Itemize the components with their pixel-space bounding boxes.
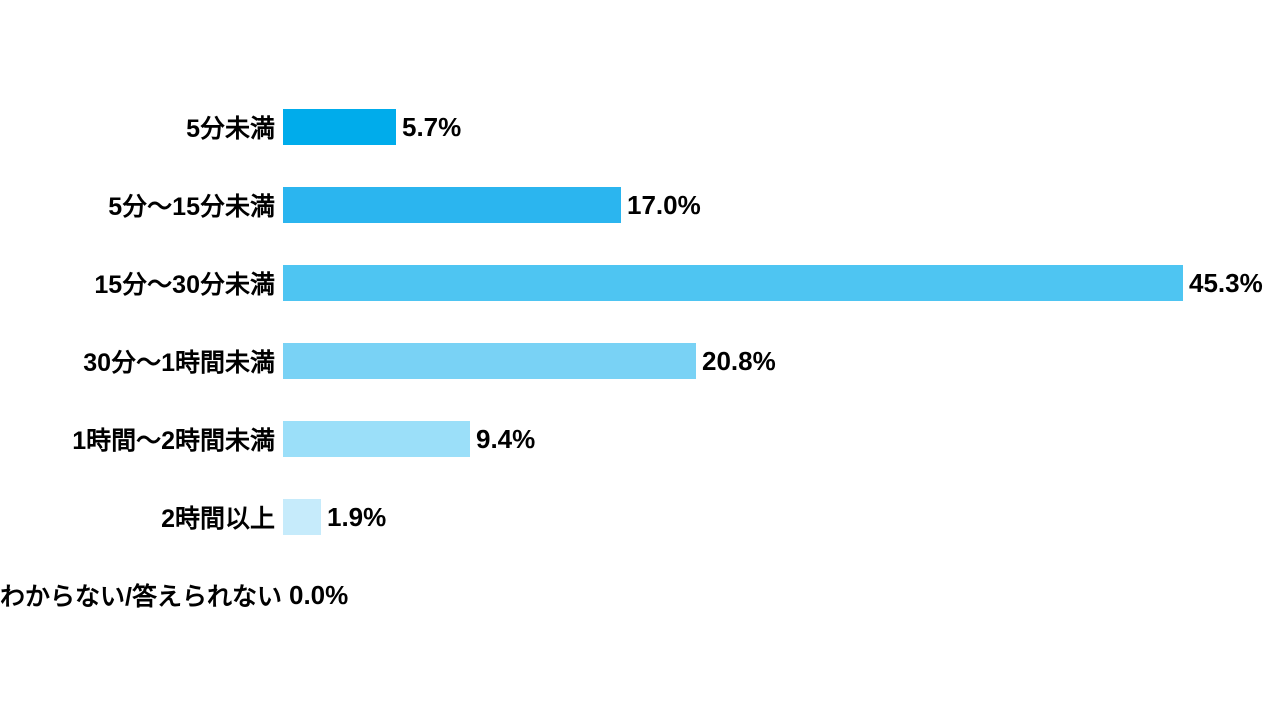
value-label: 45.3% [1189,267,1263,298]
chart-row: 2時間以上 1.9% [0,499,1280,535]
category-label: 15分〜30分未満 [94,271,275,299]
bar [283,343,696,379]
category-label: わからない/答えられない [0,583,282,611]
bar [283,265,1183,301]
category-label: 1時間〜2時間未満 [72,427,275,455]
chart-row: 30分〜1時間未満 20.8% [0,343,1280,379]
value-label: 0.0% [289,579,349,610]
chart-row: 1時間〜2時間未満 9.4% [0,421,1280,457]
category-label: 5分〜15分未満 [108,193,275,221]
bar-chart: 5分未満 5.7% 5分〜15分未満 17.0% 15分〜30分未満 45.3%… [0,109,1280,613]
value-label: 20.8% [702,345,776,376]
category-label: 5分未満 [186,115,275,143]
value-label: 1.9% [327,501,387,532]
chart-row: わからない/答えられない 0.0% [0,577,1280,613]
bar [283,109,396,145]
value-label: 9.4% [476,423,536,454]
value-label: 17.0% [627,189,701,220]
value-label: 5.7% [402,111,462,142]
chart-row: 15分〜30分未満 45.3% [0,265,1280,301]
chart-row: 5分〜15分未満 17.0% [0,187,1280,223]
bar [283,499,321,535]
chart-row: 5分未満 5.7% [0,109,1280,145]
bar [283,421,470,457]
category-label: 30分〜1時間未満 [83,349,275,377]
bar [283,187,621,223]
category-label: 2時間以上 [161,505,275,533]
